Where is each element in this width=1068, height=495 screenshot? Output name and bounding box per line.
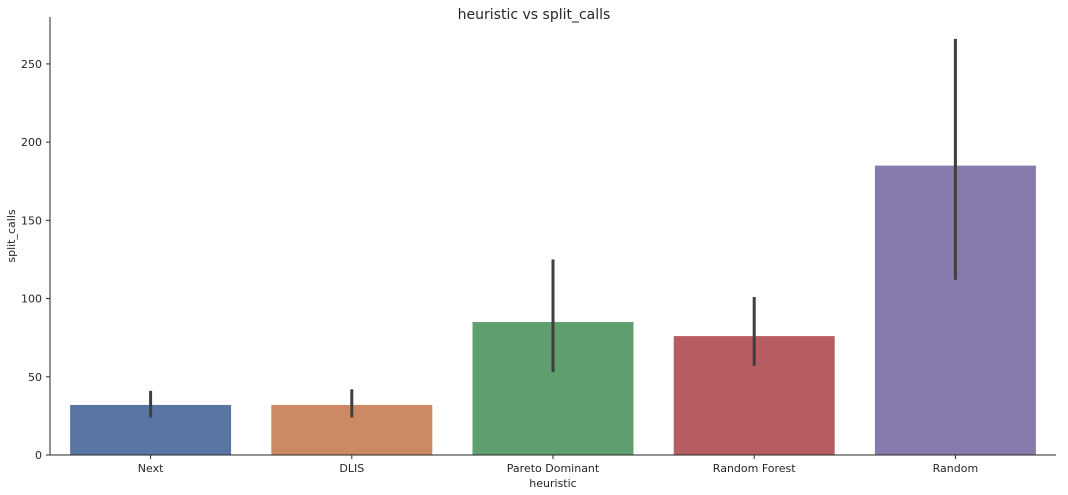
y-tick-label: 0 bbox=[35, 449, 42, 462]
x-tick-label: Random bbox=[933, 462, 979, 475]
y-tick-label: 50 bbox=[28, 371, 42, 384]
x-tick-label: Next bbox=[138, 462, 164, 475]
y-tick-label: 200 bbox=[21, 136, 42, 149]
y-tick-label: 250 bbox=[21, 58, 42, 71]
x-tick-label: DLIS bbox=[339, 462, 364, 475]
y-axis-label: split_calls bbox=[5, 209, 18, 263]
y-tick-label: 100 bbox=[21, 293, 42, 306]
x-tick-label: Random Forest bbox=[713, 462, 796, 475]
chart-title: heuristic vs split_calls bbox=[458, 7, 611, 23]
x-tick-label: Pareto Dominant bbox=[507, 462, 600, 475]
y-tick-label: 150 bbox=[21, 214, 42, 227]
x-axis-label: heuristic bbox=[529, 477, 576, 490]
